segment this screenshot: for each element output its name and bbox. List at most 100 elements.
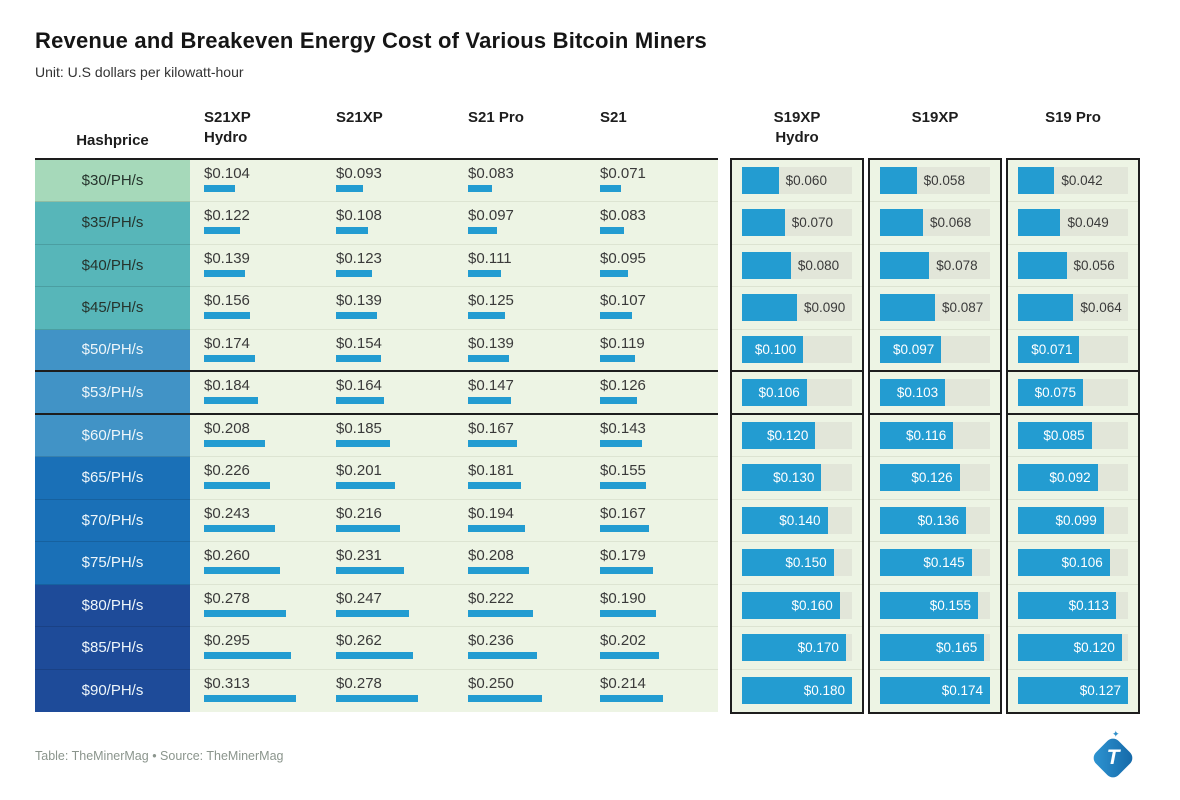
value-cell: $0.236 xyxy=(454,627,586,670)
value-cell: $0.174 xyxy=(190,329,322,372)
logo-letter: T xyxy=(1106,746,1120,769)
bar-value-label: $0.145 xyxy=(923,555,965,571)
bar-value-label: $0.127 xyxy=(1079,683,1121,699)
hashprice-cell: $75/PH/s xyxy=(35,542,190,585)
bar-value-label: $0.160 xyxy=(791,597,833,613)
value-cell: $0.123 xyxy=(322,244,454,287)
bar-track: $0.127 xyxy=(1018,677,1128,705)
value-label: $0.202 xyxy=(600,632,646,649)
value-label: $0.262 xyxy=(336,632,382,649)
value-underline-bar xyxy=(204,354,256,362)
value-underline-bar xyxy=(204,609,286,617)
bar-value-label: $0.070 xyxy=(791,215,834,231)
value-underline-bar xyxy=(468,694,542,702)
bar-value-label: $0.165 xyxy=(936,640,978,656)
bar-fill xyxy=(880,464,960,492)
value-label: $0.083 xyxy=(600,207,646,224)
value-label: $0.185 xyxy=(336,419,382,437)
value-cell: $0.313 xyxy=(190,669,322,712)
value-label: $0.226 xyxy=(204,462,250,479)
bar-track: $0.174 xyxy=(880,677,990,705)
hashprice-cell: $30/PH/s xyxy=(35,159,190,202)
value-underline-bar xyxy=(468,567,530,574)
bar-cell: $0.106 xyxy=(1008,542,1138,585)
bar-cell: $0.049 xyxy=(1008,202,1138,245)
value-underline-bar xyxy=(336,694,418,702)
bar-value-label: $0.099 xyxy=(1055,512,1097,528)
value-underline-bar xyxy=(468,397,512,404)
value-underline-bar xyxy=(336,482,396,489)
bar-value-label: $0.140 xyxy=(779,512,821,528)
value-underline-bar xyxy=(468,312,505,319)
bar-track: $0.097 xyxy=(880,336,990,364)
bar-fill xyxy=(742,634,846,662)
value-label: $0.154 xyxy=(336,334,382,352)
bar-value-label: $0.068 xyxy=(929,215,972,231)
value-cell: $0.208 xyxy=(454,542,586,585)
underline-column-headers: S21XP Hydro S21XP S21 Pro S21 xyxy=(190,108,718,149)
column-header: S21 Pro xyxy=(468,109,524,126)
value-underline-bar xyxy=(600,524,650,532)
value-underline-bar xyxy=(600,439,642,447)
value-label: $0.123 xyxy=(336,249,382,267)
value-cell: $0.208 xyxy=(190,414,322,457)
value-underline-bar xyxy=(336,184,364,192)
bar-value-label: $0.080 xyxy=(797,257,840,273)
bar-value-label: $0.078 xyxy=(936,257,978,273)
bar-fill xyxy=(742,464,822,492)
hashprice-cell: $53/PH/s xyxy=(35,372,190,415)
miner-cost-table: $30/PH/s $0.104 $0.093 $0.083 $0.071 $35/PH/s… xyxy=(35,157,1145,714)
value-underline-bar xyxy=(204,184,235,192)
bar-fill xyxy=(880,336,942,364)
bar-value-label: $0.064 xyxy=(1080,300,1122,316)
value-underline-bar xyxy=(336,354,382,362)
table-row: $35/PH/s $0.122 $0.108 $0.097 $0.083 xyxy=(35,202,718,245)
bar-track: $0.068 xyxy=(880,209,990,237)
bar-track: $0.145 xyxy=(880,549,990,577)
column-header: S19XP Hydro xyxy=(773,109,821,147)
table-row: $53/PH/s $0.184 $0.164 $0.147 $0.126 xyxy=(35,372,718,415)
value-label: $0.107 xyxy=(600,292,646,309)
table-row: $70/PH/s $0.243 $0.216 $0.194 $0.167 xyxy=(35,499,718,542)
value-label: $0.260 xyxy=(204,547,250,564)
bar-track: $0.165 xyxy=(880,634,990,662)
value-cell: $0.201 xyxy=(322,457,454,500)
table-header-row: Hashprice S21XP Hydro S21XP S21 Pro S21 S19… xyxy=(35,108,1145,158)
value-label: $0.313 xyxy=(204,674,250,692)
bar-cell: $0.120 xyxy=(1008,627,1138,670)
bar-value-label: $0.120 xyxy=(767,427,809,443)
value-underline-bar xyxy=(204,312,250,319)
bar-fill xyxy=(1018,251,1067,279)
bar-cell: $0.068 xyxy=(870,202,1000,245)
bar-cell: $0.078 xyxy=(870,245,1000,287)
bar-cell: $0.126 xyxy=(870,457,1000,500)
bar-cell: $0.165 xyxy=(870,627,1000,670)
value-label: $0.155 xyxy=(600,462,646,479)
value-label: $0.125 xyxy=(468,292,514,309)
bar-track: $0.160 xyxy=(742,591,852,619)
value-label: $0.093 xyxy=(336,164,382,182)
bar-value-label: $0.100 xyxy=(754,342,797,358)
bar-fill xyxy=(1018,166,1055,194)
value-label: $0.139 xyxy=(336,292,382,309)
bar-column-box: $0.058 $0.068 $0.078 $0.087 $0.097 $0.103 $0.1… xyxy=(868,157,1002,714)
bar-track: $0.106 xyxy=(742,378,852,406)
bar-cell: $0.140 xyxy=(732,500,862,542)
bar-track: $0.042 xyxy=(1018,166,1128,194)
bar-cell: $0.180 xyxy=(732,670,862,713)
value-label: $0.174 xyxy=(204,334,250,352)
bar-fill xyxy=(742,421,816,449)
value-cell: $0.167 xyxy=(454,414,586,457)
bar-track: $0.056 xyxy=(1018,251,1128,279)
bar-value-label: $0.126 xyxy=(911,470,953,486)
value-cell: $0.071 xyxy=(586,159,718,202)
value-cell: $0.179 xyxy=(586,542,718,585)
bar-cell: $0.100 xyxy=(732,330,862,372)
value-underline-bar xyxy=(468,439,518,447)
value-underline-bar xyxy=(600,694,663,702)
bar-fill xyxy=(880,634,985,662)
bar-fill xyxy=(1018,464,1098,492)
bar-cell: $0.099 xyxy=(1008,500,1138,542)
bar-value-label: $0.174 xyxy=(941,683,983,699)
